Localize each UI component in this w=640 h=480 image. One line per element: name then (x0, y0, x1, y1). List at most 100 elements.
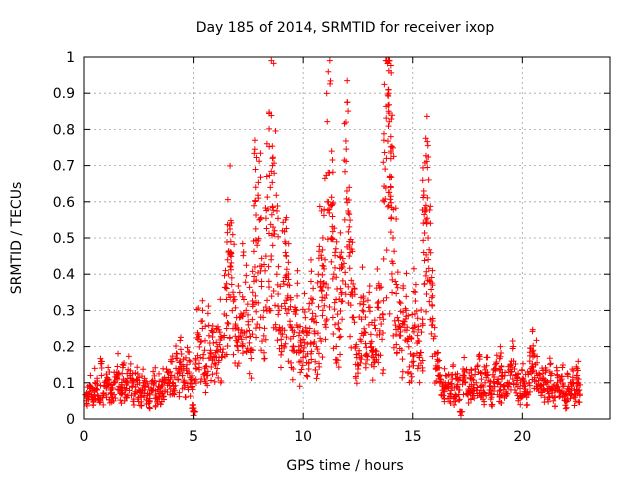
data-point (526, 379, 533, 386)
data-point (393, 331, 400, 338)
data-point (134, 364, 141, 371)
data-point (385, 123, 392, 130)
data-point (337, 307, 344, 314)
data-point (121, 391, 128, 398)
data-point (246, 339, 253, 346)
data-point (285, 306, 292, 313)
data-point (337, 333, 344, 340)
data-point (195, 333, 202, 340)
data-point (210, 339, 217, 346)
data-point (164, 389, 171, 396)
data-point (297, 369, 304, 376)
data-point (328, 202, 335, 209)
data-point (275, 327, 282, 334)
data-point (288, 359, 295, 366)
data-point (129, 370, 136, 377)
data-point (461, 372, 468, 379)
data-point (420, 192, 427, 199)
data-point (344, 77, 351, 84)
data-point (425, 265, 432, 272)
data-point (184, 344, 191, 351)
data-point (285, 259, 292, 266)
data-point (305, 306, 312, 313)
data-point (186, 368, 193, 375)
data-point (375, 359, 382, 366)
data-point (362, 364, 369, 371)
data-point (404, 338, 411, 345)
data-point (376, 331, 383, 338)
data-point (525, 391, 532, 398)
data-point (408, 373, 415, 380)
data-point (347, 249, 354, 256)
data-point (389, 112, 396, 119)
data-point (415, 323, 422, 330)
data-point (251, 202, 258, 209)
data-point (330, 271, 337, 278)
data-point (387, 148, 394, 155)
data-point (269, 232, 276, 239)
data-point (275, 291, 282, 298)
data-point (529, 353, 536, 360)
data-point (176, 389, 183, 396)
data-point (173, 342, 180, 349)
data-point (329, 314, 336, 321)
data-point (227, 238, 234, 245)
data-point (448, 381, 455, 388)
data-point (429, 267, 436, 274)
data-point (242, 279, 249, 286)
data-point (278, 336, 285, 343)
data-point (559, 373, 566, 380)
data-point (375, 304, 382, 311)
data-point (265, 278, 272, 285)
data-point (503, 392, 510, 399)
data-point (313, 375, 320, 382)
data-points (82, 57, 584, 419)
data-point (380, 137, 387, 144)
data-point (311, 339, 318, 346)
data-point (423, 251, 430, 258)
data-point (232, 304, 239, 311)
data-point (266, 125, 273, 132)
data-point (409, 325, 416, 332)
data-point (362, 329, 369, 336)
data-point (559, 364, 566, 371)
data-point (246, 284, 253, 291)
data-point (187, 393, 194, 400)
data-point (261, 355, 268, 362)
data-point (426, 298, 433, 305)
data-point (326, 57, 333, 64)
data-point (455, 397, 462, 404)
data-point (280, 281, 287, 288)
data-point (392, 322, 399, 329)
data-point (345, 108, 352, 115)
data-point (213, 370, 220, 377)
data-point (367, 340, 374, 347)
data-point (386, 189, 393, 196)
data-point (322, 256, 329, 263)
data-point (230, 289, 237, 296)
data-point (277, 364, 284, 371)
data-point (277, 283, 284, 290)
data-point (197, 378, 204, 385)
data-point (209, 357, 216, 364)
data-point (272, 302, 279, 309)
data-point (301, 290, 308, 297)
data-point (574, 379, 581, 386)
data-point (350, 314, 357, 321)
data-point (249, 289, 256, 296)
data-point (456, 387, 463, 394)
data-point (274, 337, 281, 344)
data-point (287, 303, 294, 310)
data-point (511, 387, 518, 394)
data-point (478, 392, 485, 399)
data-point (283, 252, 290, 259)
data-point (375, 298, 382, 305)
y-tick-label: 0 (66, 412, 75, 428)
data-point (225, 271, 232, 278)
data-point (380, 316, 387, 323)
data-point (215, 374, 222, 381)
data-point (360, 301, 367, 308)
data-point (497, 381, 504, 388)
data-point (272, 128, 279, 135)
